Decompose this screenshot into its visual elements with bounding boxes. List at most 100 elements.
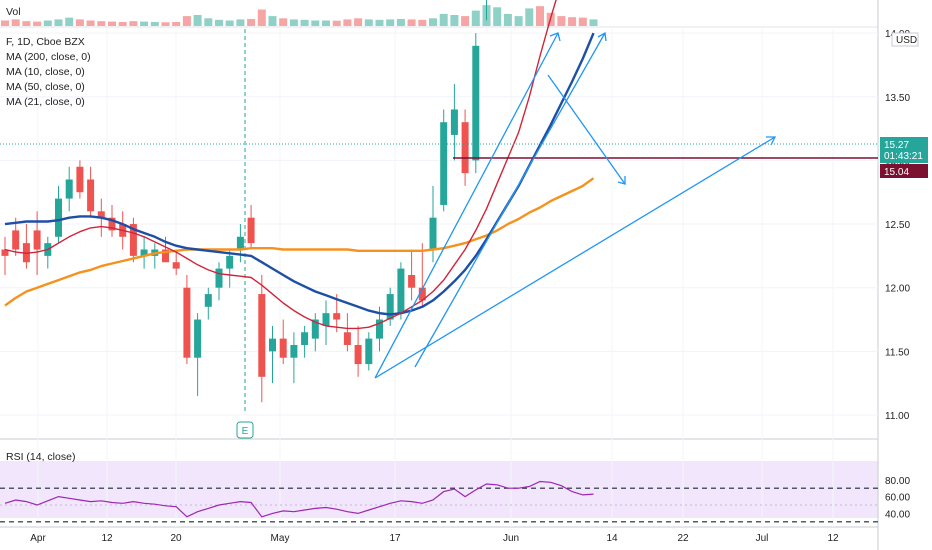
rsi-band [0, 461, 878, 518]
indicator-ma10[interactable]: MA (10, close, 0) [6, 66, 85, 78]
volume-bar [343, 19, 352, 26]
volume-bar [386, 19, 395, 26]
volume-bar [429, 18, 437, 26]
rsi-tick-label: 40.00 [885, 509, 910, 520]
volume-bar [33, 21, 42, 26]
candle-body [140, 249, 148, 256]
volume-bar [525, 8, 534, 26]
volume-bar [172, 22, 181, 26]
volume-bar [493, 7, 502, 27]
volume-bar [396, 18, 405, 26]
volume-bar [439, 13, 448, 26]
volume-bar [204, 18, 213, 26]
indicator-ma21[interactable]: MA (21, close, 0) [6, 96, 85, 108]
volume-label: Vol [6, 6, 21, 18]
volume-bar [54, 19, 63, 26]
earnings-badge[interactable] [236, 421, 254, 439]
candle-body [429, 217, 437, 250]
candle-body [215, 268, 223, 288]
earnings-badge-label: E [242, 426, 249, 437]
volume-bar [97, 21, 106, 26]
candle-body [226, 255, 234, 269]
candle-body [343, 332, 351, 345]
candle-body [204, 294, 212, 307]
currency-badge[interactable] [891, 32, 919, 47]
symbol-title[interactable]: F, 1D, Cboe BZX [6, 36, 85, 48]
time-tick-label: May [271, 533, 290, 544]
candle-body [12, 230, 20, 250]
volume-bar [536, 6, 544, 26]
candles [1, 0, 487, 403]
volume-bar [289, 19, 298, 26]
level-price-tag [880, 164, 928, 178]
price-tick-label: 12.00 [885, 284, 910, 295]
candle-body [311, 319, 319, 339]
candle-body [247, 217, 255, 244]
price-grid [0, 29, 878, 527]
volume-bar [407, 19, 416, 26]
volume-bar [514, 16, 523, 26]
volume-bar [236, 19, 245, 26]
volume-bar [279, 18, 288, 26]
rsi-line [4, 480, 594, 518]
volume-bar [578, 17, 587, 26]
time-tick-label: Apr [30, 533, 46, 544]
volume-bar [86, 20, 95, 26]
candle-body [97, 211, 105, 218]
volume-bar [557, 16, 566, 26]
candle-body [376, 319, 383, 339]
candle-body [440, 122, 448, 205]
time-tick-label: 12 [101, 533, 113, 544]
trend-arrowhead-1 [549, 32, 561, 42]
volume-bar [150, 22, 159, 26]
bar-countdown: 01:43:21 [884, 151, 923, 162]
candle-body [33, 230, 41, 250]
candle-body [472, 45, 480, 161]
volume-bar [118, 22, 127, 26]
trend-drawings[interactable] [374, 31, 777, 379]
volume-bar [129, 21, 138, 26]
candle-body [87, 179, 95, 212]
time-tick-label: 22 [677, 533, 689, 544]
indicator-ma50[interactable]: MA (50, close, 0) [6, 81, 85, 93]
indicator-ma200[interactable]: MA (200, close, 0) [6, 51, 91, 63]
volume-bar [140, 21, 149, 26]
candle-body [301, 332, 309, 345]
candle-body [65, 179, 73, 199]
volume-bar [311, 20, 320, 26]
candle-body [108, 217, 116, 231]
volume-bar [11, 19, 20, 26]
time-tick-label: Jul [756, 533, 769, 544]
volume-bar [108, 21, 116, 26]
time-tick-label: 12 [827, 533, 839, 544]
time-tick-label: Jun [503, 533, 519, 544]
candle-body [76, 166, 84, 193]
volume-bar [22, 21, 31, 26]
rsi-indicator-label[interactable]: RSI (14, close) [6, 451, 75, 463]
candle-body [236, 236, 244, 250]
volume-bar [418, 19, 427, 26]
volume-bar [257, 9, 266, 26]
rsi-tick-label: 80.00 [885, 476, 910, 487]
rsi-tick-label: 60.00 [885, 493, 910, 504]
candle-body [269, 338, 276, 352]
last-price-value: 15.27 [884, 140, 909, 151]
volume-bar [215, 19, 223, 26]
price-tick-label: 11.50 [885, 347, 910, 358]
volume-bar [268, 16, 277, 26]
rsi-pane [0, 480, 878, 523]
ma-21-line [4, 0, 557, 330]
time-tick-label: 17 [389, 533, 401, 544]
volume-bar [364, 19, 373, 26]
volume-bar [354, 18, 363, 26]
time-tick-label: 14 [606, 533, 618, 544]
candle-body [397, 268, 405, 314]
last-price-tag [880, 137, 928, 163]
chart-background [0, 0, 878, 550]
candle-body [354, 344, 362, 365]
volume-bar [322, 20, 330, 26]
trend-arrowhead-3 [766, 136, 777, 146]
candle-body [1, 249, 9, 256]
trend-line-3 [374, 136, 776, 379]
